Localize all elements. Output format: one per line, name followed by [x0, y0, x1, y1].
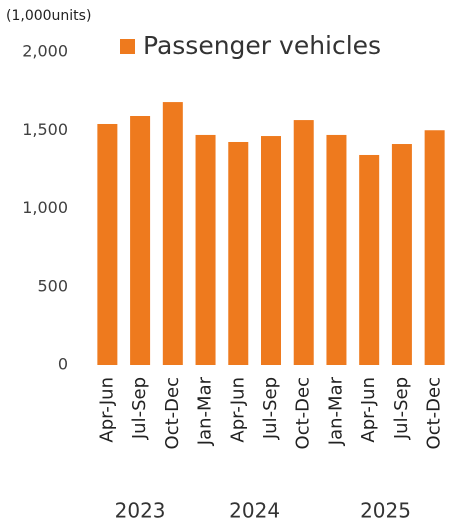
year-label: 2024	[229, 499, 280, 523]
y-tick-label: 0	[58, 355, 68, 374]
y-tick-label: 2,000	[22, 42, 68, 61]
x-tick-label: Jul-Sep	[260, 377, 281, 440]
x-tick-label: Apr-Jun	[358, 377, 379, 443]
y-tick-label: 1,000	[22, 198, 68, 217]
x-tick-label: Jan-Mar	[195, 376, 216, 446]
bar	[228, 141, 249, 365]
x-tick-label: Jul-Sep	[391, 377, 412, 440]
bar	[359, 154, 380, 365]
legend-swatch	[120, 39, 135, 54]
bar	[424, 130, 445, 365]
year-label: 2025	[360, 499, 411, 523]
x-tick-label: Jan-Mar	[325, 376, 346, 446]
bar	[97, 123, 118, 366]
bar	[162, 102, 183, 365]
x-tick-label: Oct-Dec	[162, 377, 183, 449]
unit-label: (1,000units)	[6, 8, 91, 24]
bar	[195, 134, 216, 365]
bar	[391, 144, 412, 365]
x-tick-label: Apr-Jun	[227, 377, 248, 443]
x-tick-label: Oct-Dec	[424, 377, 445, 449]
x-tick-label: Apr-Jun	[96, 377, 117, 443]
y-tick-label: 1,500	[22, 120, 68, 139]
year-label: 2023	[115, 499, 166, 523]
bar	[261, 136, 281, 365]
bar	[130, 116, 151, 365]
legend-label: Passenger vehicles	[143, 31, 381, 60]
x-tick-label: Jul-Sep	[129, 377, 150, 440]
bar	[293, 120, 314, 365]
x-tick-label: Oct-Dec	[293, 377, 314, 449]
y-tick-label: 500	[37, 276, 68, 295]
bar	[326, 134, 347, 365]
